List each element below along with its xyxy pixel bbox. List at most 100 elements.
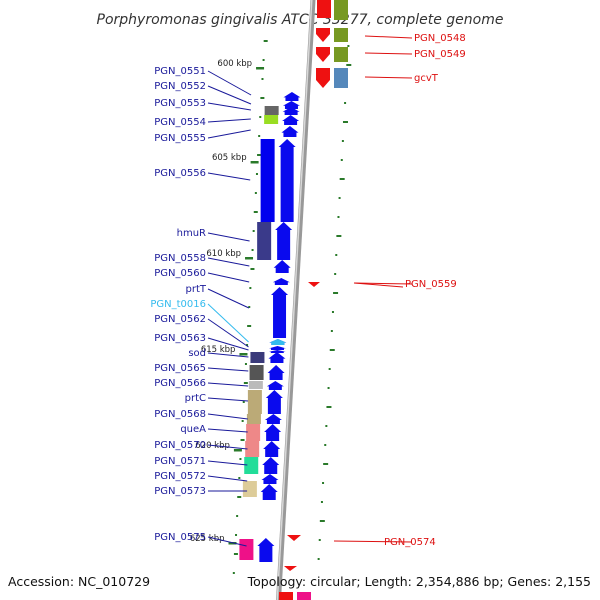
minus-gene-arrow <box>316 68 330 88</box>
plus-gene-arrow <box>257 538 275 562</box>
right-ring-dot <box>327 387 330 389</box>
label-leader-line <box>364 35 413 39</box>
gene-label: PGN_0573 <box>154 486 206 497</box>
left-ring-dot <box>251 249 254 251</box>
outer-ring-dots <box>232 40 352 574</box>
plus-gene-arrow <box>260 484 278 500</box>
left-ring-dot <box>243 382 248 384</box>
gene-label: PGN_0558 <box>154 253 206 264</box>
plus-gene-arrow <box>275 222 293 260</box>
plus-gene-arrow <box>281 126 299 137</box>
plus-gene-segment <box>247 390 262 414</box>
label-leader-line <box>207 172 251 181</box>
gene-label: prtC <box>185 393 206 404</box>
minus-gene-segment <box>334 47 348 62</box>
plus-gene-arrow <box>264 414 282 424</box>
gene-label: PGN_0575 <box>154 532 206 543</box>
gene-labels: PGN_0551 PGN_0552 PGN_0553 PGN_0554 PGN_0555… <box>150 33 465 548</box>
left-ring-dot <box>233 553 238 555</box>
right-ring-dot <box>344 102 347 104</box>
right-ring-dot <box>339 178 345 180</box>
right-ring-dot <box>341 140 344 142</box>
gene-label: PGN_0572 <box>154 471 206 482</box>
topology-text: Topology: circular; Length: 2,354,886 bp… <box>247 574 591 589</box>
gene-label: gcvT <box>414 73 439 84</box>
plus-gene-arrow <box>282 107 300 115</box>
left-ring-dot <box>258 135 261 137</box>
tick-label: 605 kbp <box>212 153 247 163</box>
backbone-line <box>275 0 316 600</box>
genome-backbone <box>275 0 316 600</box>
gene-label: PGN_0571 <box>154 456 206 467</box>
minus-gene-arrow <box>316 47 330 62</box>
right-ring-dot <box>338 197 341 199</box>
right-ring-dot <box>330 330 333 332</box>
gene-label: PGN_0565 <box>154 363 206 374</box>
label-leader-line <box>207 232 250 242</box>
plus-gene-arrow <box>283 92 301 101</box>
plus-gene-arrow <box>282 115 300 125</box>
left-ring-dot <box>242 401 245 403</box>
gene-label: PGN_0552 <box>154 81 206 92</box>
left-ring-dot <box>238 477 241 479</box>
left-ring-dot <box>244 363 247 365</box>
gene-features <box>239 0 348 600</box>
plus-gene-arrow <box>268 346 286 350</box>
label-leader-line <box>353 282 413 285</box>
label-leader-line <box>207 352 249 358</box>
tick-label: 620 kbp <box>195 441 230 451</box>
label-leader-line <box>207 85 252 105</box>
left-ring-dot <box>263 40 268 42</box>
plus-gene-arrow <box>265 390 283 414</box>
gene-label: PGN_0548 <box>414 33 466 44</box>
minus-gene-arrow <box>284 566 297 571</box>
label-leader-line <box>207 303 249 343</box>
trna-arrow <box>269 339 287 345</box>
label-leader-line <box>207 70 252 96</box>
left-ring-dot <box>241 420 244 422</box>
label-leader-line <box>207 257 250 267</box>
right-ring-dot <box>329 349 335 351</box>
gene-label: PGN_0562 <box>154 314 206 325</box>
left-ring-dot <box>240 439 245 441</box>
gene-label: PGN_t0016 <box>150 299 206 310</box>
right-ring-dot <box>323 463 329 465</box>
gene-label: sod <box>188 348 206 359</box>
label-leader-line <box>333 540 413 543</box>
gene-label: prtT <box>186 284 207 295</box>
plus-gene-arrow <box>268 352 286 363</box>
tick-label: 610 kbp <box>206 249 241 259</box>
gene-label: PGN_0549 <box>414 49 466 60</box>
right-ring-dot <box>334 273 337 275</box>
gene-label: queA <box>180 424 206 435</box>
plus-gene-segment <box>264 106 279 115</box>
label-leader-line <box>207 102 251 111</box>
right-ring-dot <box>342 121 348 123</box>
left-ring-dot <box>253 211 258 213</box>
tick-mark <box>245 257 254 260</box>
minus-gene-arrow <box>308 282 320 287</box>
plus-gene-segment <box>246 424 261 441</box>
gene-label: PGN_0551 <box>154 66 206 77</box>
label-leader-line <box>207 397 249 402</box>
label-leader-line <box>207 444 248 450</box>
label-leader-line <box>207 272 250 283</box>
minus-gene-segment <box>297 592 311 600</box>
right-ring-dot <box>328 368 331 370</box>
left-ring-dot <box>239 458 242 460</box>
gene-label: PGN_0554 <box>154 117 206 128</box>
kbp-ticks: 600 kbp 605 kbp 610 kbp 615 kbp 620 kbp 625 k… <box>190 59 265 545</box>
gene-label: PGN_0553 <box>154 98 206 109</box>
gene-label: PGN_0556 <box>154 168 206 179</box>
plus-gene-segment <box>245 441 260 457</box>
tick-mark <box>239 353 248 356</box>
label-leader-line <box>364 52 413 55</box>
right-ring-dot <box>319 520 325 522</box>
left-ring-dot <box>261 78 264 80</box>
right-ring-dot <box>337 216 340 218</box>
gene-label: PGN_0574 <box>384 537 436 548</box>
tick-label: 625 kbp <box>190 534 225 544</box>
right-ring-dot <box>340 159 343 161</box>
plus-gene-segment <box>248 381 263 389</box>
plus-gene-arrow <box>266 381 284 390</box>
